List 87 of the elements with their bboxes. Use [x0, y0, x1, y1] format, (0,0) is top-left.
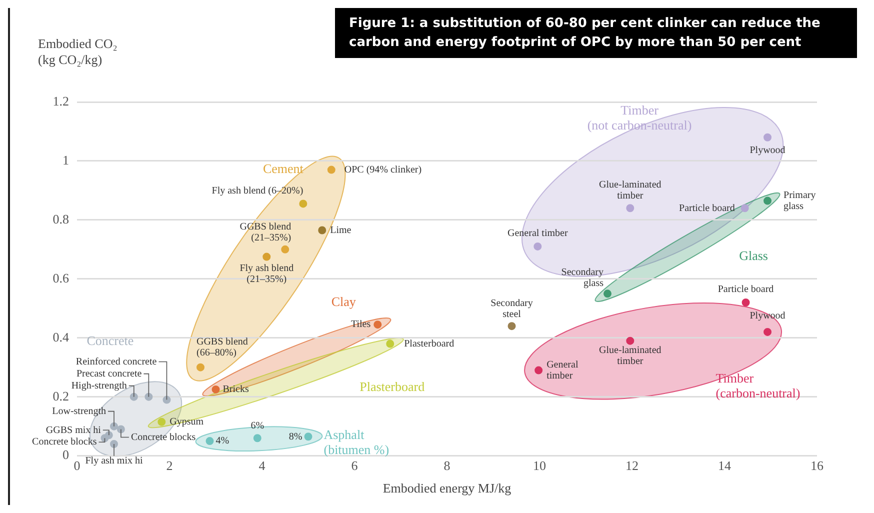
annotation: Low-strength	[52, 406, 106, 417]
x-tick-label: 8	[444, 458, 450, 474]
text: Timber (not carbon-neutral)	[587, 102, 692, 132]
annotation: Bricks	[222, 384, 249, 396]
point	[144, 392, 153, 401]
y-tick-label: 0.4	[52, 329, 70, 344]
point	[318, 226, 326, 234]
x-tick-label: 12	[626, 458, 638, 474]
x-tick-label: 6	[351, 458, 358, 474]
annotation: General timber	[508, 228, 568, 240]
point	[262, 252, 271, 261]
point	[206, 437, 214, 446]
annotation: GGBS blend (66–80%)	[196, 336, 248, 358]
annotation: 4%	[216, 436, 230, 447]
point	[162, 396, 171, 404]
annotation: Particle board	[679, 202, 735, 214]
text: Timber (carbon-neutral)	[716, 370, 800, 400]
annotation: Primary glass	[784, 190, 816, 212]
point	[764, 133, 772, 142]
point	[110, 422, 118, 430]
point	[253, 434, 262, 442]
annotation: Particle board	[718, 284, 774, 296]
point	[740, 204, 749, 212]
point	[196, 363, 204, 372]
annotation: 8%	[288, 431, 302, 442]
point	[374, 320, 382, 329]
annotation: Fly ash blend (6–20%)	[212, 185, 304, 196]
point	[508, 322, 516, 330]
series-label: Asphalt (bitumen %)	[324, 426, 390, 457]
annotation: Tiles	[350, 319, 371, 330]
annotation: Concrete blocks	[32, 436, 97, 448]
point	[299, 200, 308, 208]
point	[626, 336, 634, 345]
x-axis-title: Embodied energy MJ/kg	[382, 480, 512, 496]
point	[603, 290, 612, 298]
point	[742, 298, 750, 306]
x-tick-label: 0	[74, 458, 80, 474]
annotation: Plywood	[750, 145, 786, 156]
annotation: Reinforced concrete	[76, 356, 158, 368]
annotation: Fly ash mix hi	[85, 456, 143, 467]
x-tick-label: 16	[810, 458, 824, 474]
point	[764, 196, 772, 205]
text: Plasterboard	[360, 379, 426, 394]
text: Glass	[739, 248, 768, 264]
point	[626, 204, 634, 212]
point	[304, 432, 312, 441]
x-tick-label: 4	[258, 458, 266, 474]
annotation: Plasterboard	[404, 338, 454, 350]
annotation: 6%	[250, 420, 264, 432]
point	[212, 385, 220, 394]
point	[130, 392, 138, 401]
y-tick-label: 0	[62, 447, 69, 462]
point	[116, 425, 125, 434]
chart-title: Figure 1: a substitution of 60-80 per cent clinker can reduce the carbon and energy footprint of OPC by more than 50 per cent	[335, 8, 857, 58]
x-tick-label: 2	[166, 458, 173, 474]
annotation: Fly ash blend (21–35%)	[240, 262, 294, 285]
annotation: Secondary steel	[490, 298, 533, 320]
point	[110, 440, 118, 448]
annotation: Secondary glass	[561, 266, 604, 289]
y-tick-label: 0.8	[52, 211, 69, 226]
y-tick-label: 1.2	[52, 93, 69, 108]
point	[534, 242, 542, 250]
annotation: General timber	[546, 359, 578, 382]
point	[327, 166, 336, 174]
y-tick-label: 0.2	[52, 388, 69, 404]
annotation: GGBS blend (21–35%)	[240, 222, 292, 244]
annotation: Concrete blocks	[130, 432, 196, 443]
point	[158, 418, 166, 426]
text: Concrete	[86, 333, 134, 348]
annotation: Precast concrete	[76, 368, 142, 380]
series-label: Cement	[262, 161, 304, 176]
point	[764, 328, 772, 336]
y-tick-label: 0.6	[52, 270, 70, 286]
annotation: Glue-laminated timber	[599, 179, 662, 202]
point	[534, 366, 543, 374]
series-label: Clay	[331, 294, 356, 310]
annotation: High-strength	[71, 380, 127, 392]
point	[386, 340, 394, 348]
annotation: Lime	[330, 224, 352, 236]
point	[281, 245, 290, 254]
x-tick-label: 10	[533, 458, 546, 474]
annotation: Glue-laminated timber	[599, 344, 662, 367]
y-axis-title: Embodied CO₂ (kg CO₂/kg)	[38, 36, 118, 68]
point	[100, 434, 109, 442]
annotation: GGBS mix hi	[46, 424, 102, 436]
x-tick-label: 14	[718, 458, 732, 474]
y-tick-label: 1	[62, 152, 69, 168]
